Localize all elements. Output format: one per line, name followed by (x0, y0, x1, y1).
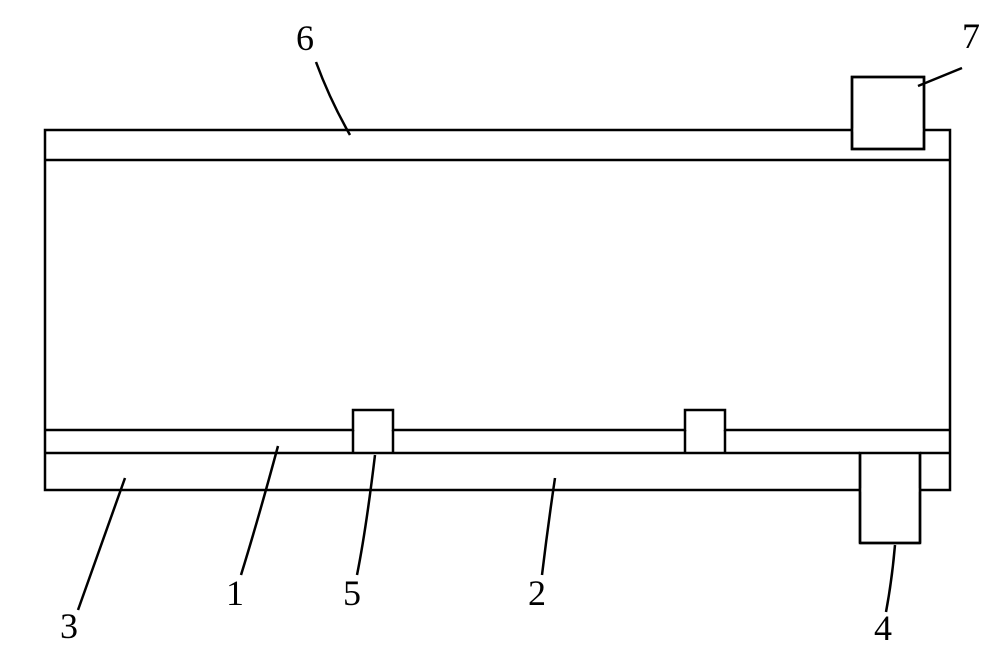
label-1: 1 (226, 573, 244, 613)
top-right-box (852, 77, 924, 149)
leader-4 (886, 545, 895, 612)
label-3: 3 (60, 606, 78, 646)
label-7: 7 (962, 16, 980, 56)
label-5: 5 (343, 573, 361, 613)
label-2: 2 (528, 573, 546, 613)
leader-6 (316, 62, 350, 135)
bottom-right-box (860, 453, 920, 543)
label-6: 6 (296, 18, 314, 58)
leader-1 (241, 446, 278, 575)
leader-5 (357, 455, 375, 575)
main-body-rect (45, 130, 950, 490)
leader-2 (542, 478, 555, 575)
leader-3 (78, 478, 125, 610)
label-4: 4 (874, 608, 892, 648)
lower-strip-top-line (45, 410, 950, 430)
